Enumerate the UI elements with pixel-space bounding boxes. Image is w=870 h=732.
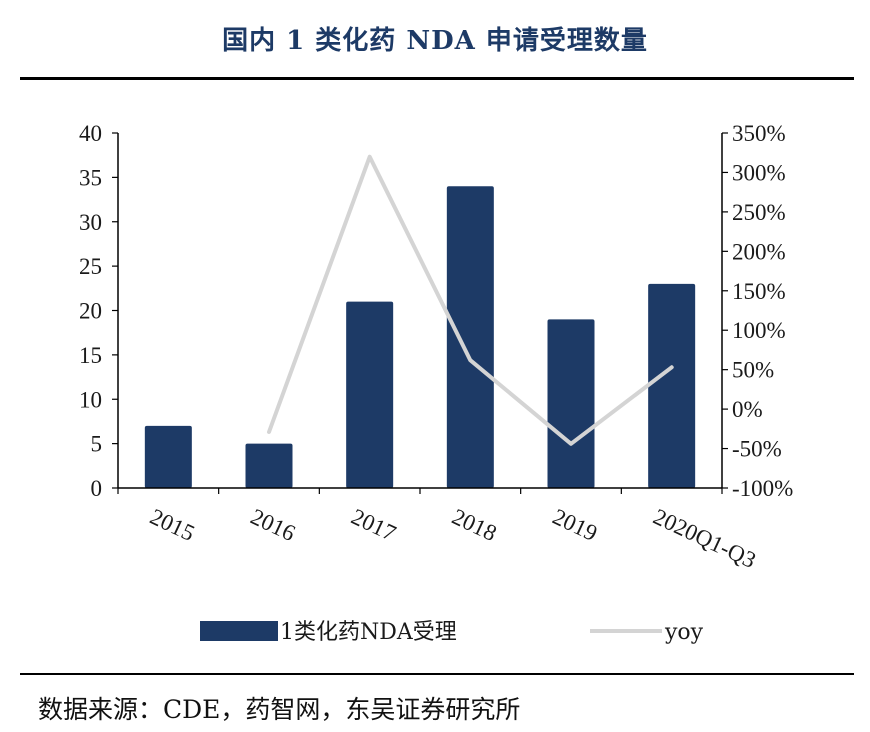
left-tick-label: 0 bbox=[91, 476, 103, 501]
source-note: 数据来源：CDE，药智网，东吴证券研究所 bbox=[38, 695, 521, 724]
x-tick-label-2016: 2016 bbox=[247, 504, 299, 546]
right-tick-label: 0% bbox=[732, 397, 763, 422]
x-tick-label-2017: 2017 bbox=[348, 504, 400, 546]
left-tick-label: 25 bbox=[79, 254, 102, 279]
right-tick-label: 300% bbox=[732, 160, 786, 185]
left-tick-label: 20 bbox=[79, 299, 102, 324]
legend-swatch-bar bbox=[200, 621, 278, 641]
bar-2016 bbox=[245, 443, 293, 488]
right-tick-label: 100% bbox=[732, 318, 786, 343]
left-tick-label: 15 bbox=[79, 343, 102, 368]
right-tick-label: 250% bbox=[732, 200, 786, 225]
x-tick-label-2015: 2015 bbox=[146, 504, 198, 546]
chart-title: 国内 1 类化药 NDA 申请受理数量 bbox=[222, 26, 648, 56]
x-tick-label-2018: 2018 bbox=[448, 504, 500, 546]
right-tick-label: -50% bbox=[732, 437, 782, 462]
chart-area: 0 5 10 15 20 25 30 35 40 -100% -50% 0% 50% 100% 150% 20… bbox=[79, 121, 793, 645]
legend-label-bar: 1类化药NDA受理 bbox=[280, 620, 457, 645]
yoy-line bbox=[267, 154, 674, 446]
title-divider bbox=[20, 77, 854, 80]
x-tick-label-2020q1-q3: 2020Q1-Q3 bbox=[650, 504, 760, 573]
right-tick-label: 50% bbox=[732, 358, 774, 383]
right-tick-label: 200% bbox=[732, 239, 786, 264]
left-tick-label: 40 bbox=[79, 121, 102, 146]
right-tick-label: 150% bbox=[732, 279, 786, 304]
right-tick-label: 350% bbox=[732, 121, 786, 146]
bar-2019 bbox=[547, 319, 595, 488]
bar-2017 bbox=[346, 301, 394, 488]
source-divider bbox=[20, 673, 854, 675]
bar-2018 bbox=[446, 186, 494, 488]
left-tick-label: 5 bbox=[91, 432, 103, 457]
bar-2015 bbox=[144, 425, 192, 488]
x-tick-label-2019: 2019 bbox=[549, 504, 601, 546]
left-tick-label: 35 bbox=[79, 165, 102, 190]
left-tick-label: 30 bbox=[79, 210, 102, 235]
right-tick-label: -100% bbox=[732, 476, 793, 501]
legend-label-line: yoy bbox=[664, 620, 704, 645]
left-tick-label: 10 bbox=[79, 387, 102, 412]
bar-2020q1-q3 bbox=[648, 283, 696, 488]
